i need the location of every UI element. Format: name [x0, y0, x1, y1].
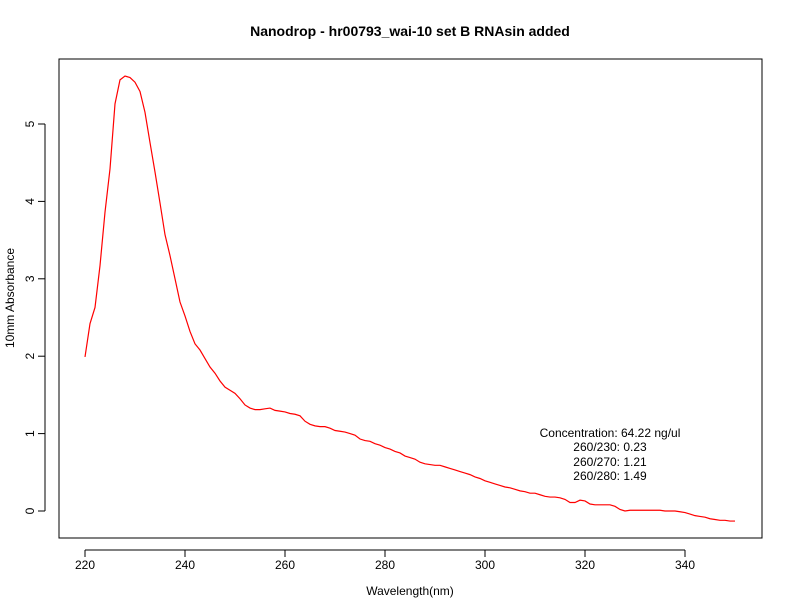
- plot-area-frame: [58, 58, 763, 539]
- absorbance-series-line: [84, 75, 735, 522]
- annotation-ratio-260-270: 260/270: 1.21: [573, 455, 647, 469]
- x-tick-label: 220: [75, 558, 95, 572]
- y-tick-label: 3: [23, 275, 37, 282]
- y-tick-label: 2: [23, 353, 37, 360]
- annotation-concentration: Concentration: 64.22 ng/ul: [540, 426, 681, 440]
- y-axis-label: 10mm Absorbance: [3, 248, 17, 348]
- annotation-ratio-260-230: 260/230: 0.23: [573, 440, 647, 454]
- y-tick-label: 5: [23, 120, 37, 127]
- x-tick-label: 340: [675, 558, 695, 572]
- annotation-block: Concentration: 64.22 ng/ul 260/230: 0.23…: [540, 426, 681, 483]
- x-tick-label: 280: [375, 558, 395, 572]
- x-tick-label: 320: [575, 558, 595, 572]
- x-axis: 220 240 260 280 300 320 340: [75, 549, 695, 572]
- annotation-ratio-260-280: 260/280: 1.49: [573, 469, 647, 483]
- y-tick-label: 4: [23, 198, 37, 205]
- chart-title: Nanodrop - hr00793_wai-10 set B RNAsin a…: [250, 23, 570, 39]
- y-tick-label: 1: [23, 430, 37, 437]
- x-tick-label: 240: [175, 558, 195, 572]
- x-axis-label: Wavelength(nm): [366, 584, 454, 598]
- y-tick-label: 0: [23, 507, 37, 514]
- x-tick-label: 260: [275, 558, 295, 572]
- y-axis: 0 1 2 3 4 5: [23, 120, 46, 514]
- x-tick-label: 300: [475, 558, 495, 572]
